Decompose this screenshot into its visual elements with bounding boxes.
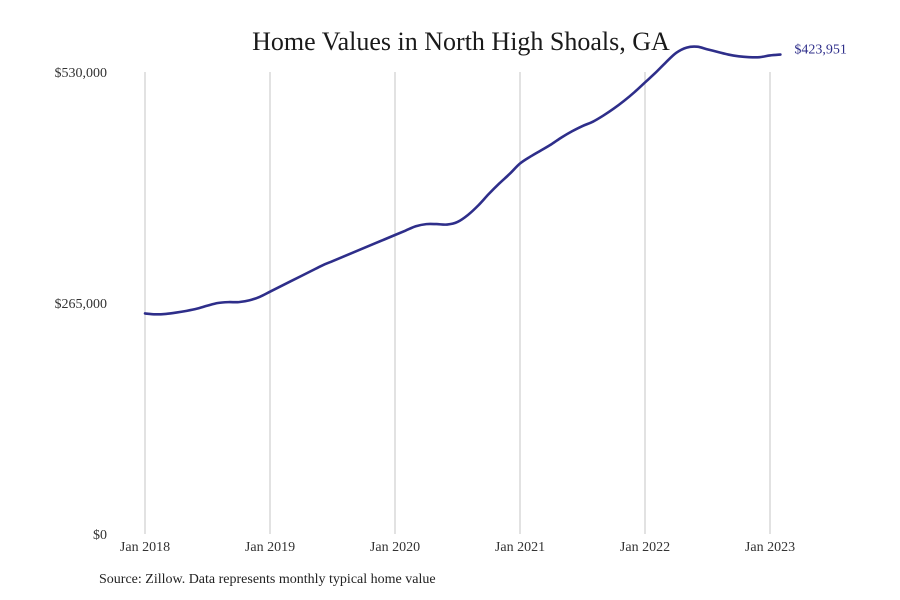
y-tick-label: $0 xyxy=(93,528,107,543)
end-value-label: $423,951 xyxy=(794,43,847,58)
y-tick-label: $265,000 xyxy=(55,297,108,312)
source-note: Source: Zillow. Data represents monthly … xyxy=(99,572,436,587)
y-axis-tick-labels: $0 $265,000 $530,000 xyxy=(55,66,108,543)
series-line xyxy=(143,45,782,316)
y-tick-label: $530,000 xyxy=(55,66,108,81)
x-tick-label: Jan 2018 xyxy=(120,540,170,555)
x-tick-label: Jan 2023 xyxy=(745,540,795,555)
x-tick-label: Jan 2021 xyxy=(495,540,545,555)
x-axis-tick-labels: Jan 2018 Jan 2019 Jan 2020 Jan 2021 Jan 2022… xyxy=(120,540,795,555)
x-tick-label: Jan 2020 xyxy=(370,540,420,555)
x-tick-label: Jan 2019 xyxy=(245,540,295,555)
x-tick-label: Jan 2022 xyxy=(620,540,670,555)
gridlines xyxy=(144,72,771,534)
chart-title: Home Values in North High Shoals, GA xyxy=(252,27,670,56)
